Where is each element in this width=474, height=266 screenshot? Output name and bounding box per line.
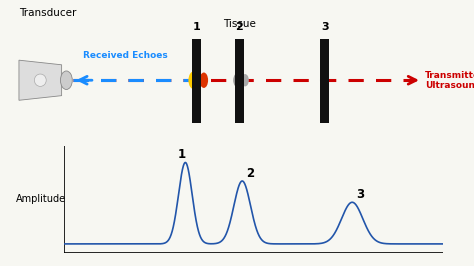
Text: 1: 1 xyxy=(193,22,201,32)
Text: 1: 1 xyxy=(177,148,186,161)
Text: 2: 2 xyxy=(236,22,243,32)
Text: Received Echoes: Received Echoes xyxy=(83,51,168,60)
Ellipse shape xyxy=(200,73,208,88)
Ellipse shape xyxy=(233,73,244,88)
Polygon shape xyxy=(19,60,62,100)
Text: 3: 3 xyxy=(321,22,328,32)
Text: Tissue: Tissue xyxy=(223,19,256,28)
Ellipse shape xyxy=(320,74,328,86)
Ellipse shape xyxy=(188,71,200,89)
Text: Transducer: Transducer xyxy=(19,8,76,18)
Ellipse shape xyxy=(61,71,72,89)
Text: Amplitude: Amplitude xyxy=(16,194,66,205)
Bar xyxy=(192,39,201,123)
Text: 3: 3 xyxy=(356,188,364,201)
Text: 2: 2 xyxy=(246,167,254,180)
Text: Transmitted
Ultrasound: Transmitted Ultrasound xyxy=(425,70,474,90)
Ellipse shape xyxy=(241,74,249,86)
Bar xyxy=(235,39,244,123)
Ellipse shape xyxy=(34,74,46,86)
Bar xyxy=(320,39,329,123)
